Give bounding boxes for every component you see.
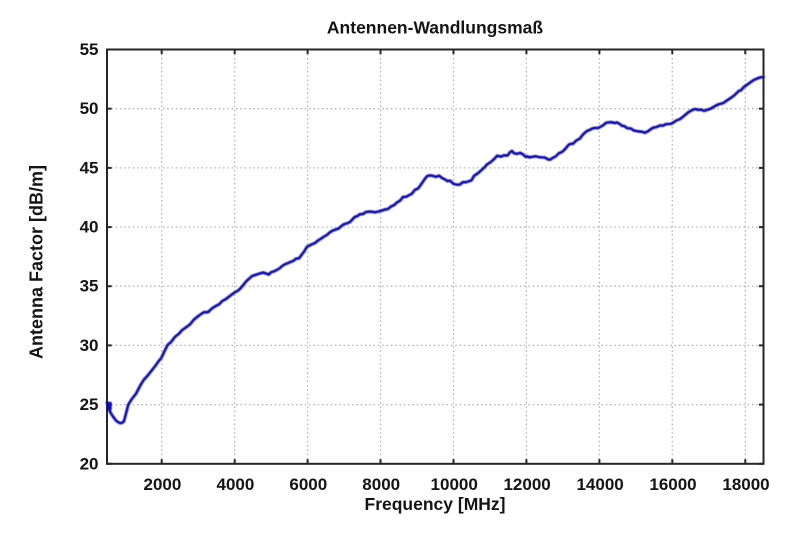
svg-text:4000: 4000	[216, 475, 254, 494]
svg-text:25: 25	[80, 395, 99, 414]
svg-text:10000: 10000	[431, 475, 478, 494]
svg-text:45: 45	[80, 158, 99, 177]
svg-text:40: 40	[80, 218, 99, 237]
svg-text:Frequency [MHz]: Frequency [MHz]	[365, 494, 506, 514]
svg-text:30: 30	[80, 336, 99, 355]
svg-text:6000: 6000	[289, 475, 327, 494]
svg-text:35: 35	[80, 277, 99, 296]
svg-text:16000: 16000	[649, 475, 696, 494]
svg-text:18000: 18000	[722, 475, 769, 494]
svg-text:Antennen-Wandlungsmaß: Antennen-Wandlungsmaß	[327, 18, 543, 38]
svg-text:12000: 12000	[503, 475, 550, 494]
svg-text:50: 50	[80, 99, 99, 118]
svg-text:14000: 14000	[576, 475, 623, 494]
svg-text:2000: 2000	[143, 475, 181, 494]
svg-text:8000: 8000	[362, 475, 400, 494]
svg-text:55: 55	[80, 40, 99, 59]
svg-text:Antenna Factor [dB/m]: Antenna Factor [dB/m]	[27, 165, 47, 359]
svg-text:20: 20	[80, 454, 99, 473]
